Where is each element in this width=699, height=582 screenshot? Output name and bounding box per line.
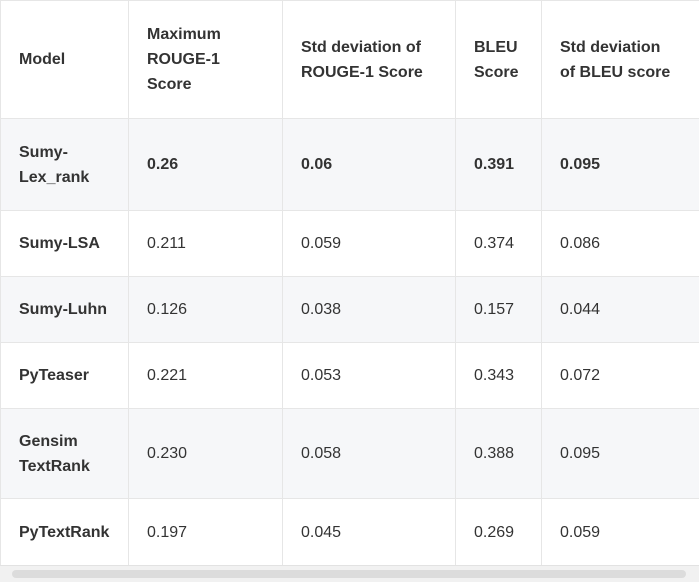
cell-text: Model — [19, 47, 111, 72]
header-cell: Model — [1, 1, 129, 119]
cell: 0.230 — [129, 409, 283, 499]
cell-text: Gensim TextRank — [19, 429, 111, 479]
cell-text: Sumy-Lex_rank — [19, 140, 111, 190]
cell: 0.086 — [542, 211, 699, 277]
cell: 0.058 — [283, 409, 456, 499]
cell-text: 0.374 — [474, 231, 524, 256]
header-cell: Std deviation of BLEU score — [542, 1, 699, 119]
cell-text: PyTextRank — [19, 520, 111, 545]
cell-text: Std deviation of ROUGE-1 Score — [301, 35, 436, 85]
cell-text: Maximum ROUGE-1 Score — [147, 22, 265, 97]
header-row: Model Maximum ROUGE-1 Score Std deviation … — [1, 1, 699, 119]
cell: Gensim TextRank — [1, 409, 129, 499]
cell: 0.374 — [456, 211, 542, 277]
cell-text: 0.211 — [147, 231, 265, 256]
cell: 0.391 — [456, 119, 542, 211]
cell: 0.095 — [542, 119, 699, 211]
cell: Sumy-LSA — [1, 211, 129, 277]
cell-text: 0.391 — [474, 152, 524, 177]
cell: 0.072 — [542, 343, 699, 409]
cell: 0.038 — [283, 277, 456, 343]
cell: 0.044 — [542, 277, 699, 343]
cell-text: Sumy-LSA — [19, 231, 111, 256]
cell-text: 0.388 — [474, 441, 524, 466]
cell-text: 0.058 — [301, 441, 436, 466]
cell-text: 0.26 — [147, 152, 265, 177]
cell: 0.221 — [129, 343, 283, 409]
cell-text: 0.044 — [560, 297, 675, 322]
cell: 0.045 — [283, 499, 456, 566]
cell: Sumy-Lex_rank — [1, 119, 129, 211]
cell: 0.059 — [542, 499, 699, 566]
cell: 0.126 — [129, 277, 283, 343]
cell: 0.269 — [456, 499, 542, 566]
cell-text: 0.086 — [560, 231, 675, 256]
cell-text: BLEU Score — [474, 35, 524, 85]
cell-text: Sumy-Luhn — [19, 297, 111, 322]
scrollbar-thumb[interactable] — [12, 570, 686, 578]
cell-text: 0.230 — [147, 441, 265, 466]
cell-text: 0.072 — [560, 363, 675, 388]
cell: 0.197 — [129, 499, 283, 566]
cell-text: 0.157 — [474, 297, 524, 322]
cell: 0.157 — [456, 277, 542, 343]
header-cell: BLEU Score — [456, 1, 542, 119]
cell: 0.053 — [283, 343, 456, 409]
header-cell: Maximum ROUGE-1 Score — [129, 1, 283, 119]
cell-text: Std deviation of BLEU score — [560, 35, 675, 85]
cell: 0.211 — [129, 211, 283, 277]
table-row: Sumy-Lex_rank 0.26 0.06 0.391 0.095 — [1, 119, 699, 211]
table-row: Sumy-Luhn 0.126 0.038 0.157 0.044 — [1, 277, 699, 343]
cell: 0.06 — [283, 119, 456, 211]
cell: Sumy-Luhn — [1, 277, 129, 343]
cell-text: 0.343 — [474, 363, 524, 388]
cell: PyTeaser — [1, 343, 129, 409]
cell: 0.095 — [542, 409, 699, 499]
cell: 0.343 — [456, 343, 542, 409]
cell-text: 0.269 — [474, 520, 524, 545]
cell: 0.388 — [456, 409, 542, 499]
cell: PyTextRank — [1, 499, 129, 566]
data-table: Model Maximum ROUGE-1 Score Std deviation … — [0, 0, 699, 566]
table-row: Gensim TextRank 0.230 0.058 0.388 0.095 — [1, 409, 699, 499]
cell-text: 0.038 — [301, 297, 436, 322]
cell-text: 0.06 — [301, 152, 436, 177]
cell-text: PyTeaser — [19, 363, 111, 388]
horizontal-scrollbar[interactable] — [0, 565, 699, 582]
cell-text: 0.053 — [301, 363, 436, 388]
cell-text: 0.095 — [560, 441, 675, 466]
cell: 0.26 — [129, 119, 283, 211]
table-row: PyTextRank 0.197 0.045 0.269 0.059 — [1, 499, 699, 566]
cell-text: 0.221 — [147, 363, 265, 388]
table-row: PyTeaser 0.221 0.053 0.343 0.072 — [1, 343, 699, 409]
cell-text: 0.059 — [301, 231, 436, 256]
cell-text: 0.059 — [560, 520, 675, 545]
header-cell: Std deviation of ROUGE-1 Score — [283, 1, 456, 119]
cell-text: 0.045 — [301, 520, 436, 545]
cell-text: 0.126 — [147, 297, 265, 322]
cell-text: 0.095 — [560, 152, 675, 177]
cell-text: 0.197 — [147, 520, 265, 545]
table-row: Sumy-LSA 0.211 0.059 0.374 0.086 — [1, 211, 699, 277]
cell: 0.059 — [283, 211, 456, 277]
